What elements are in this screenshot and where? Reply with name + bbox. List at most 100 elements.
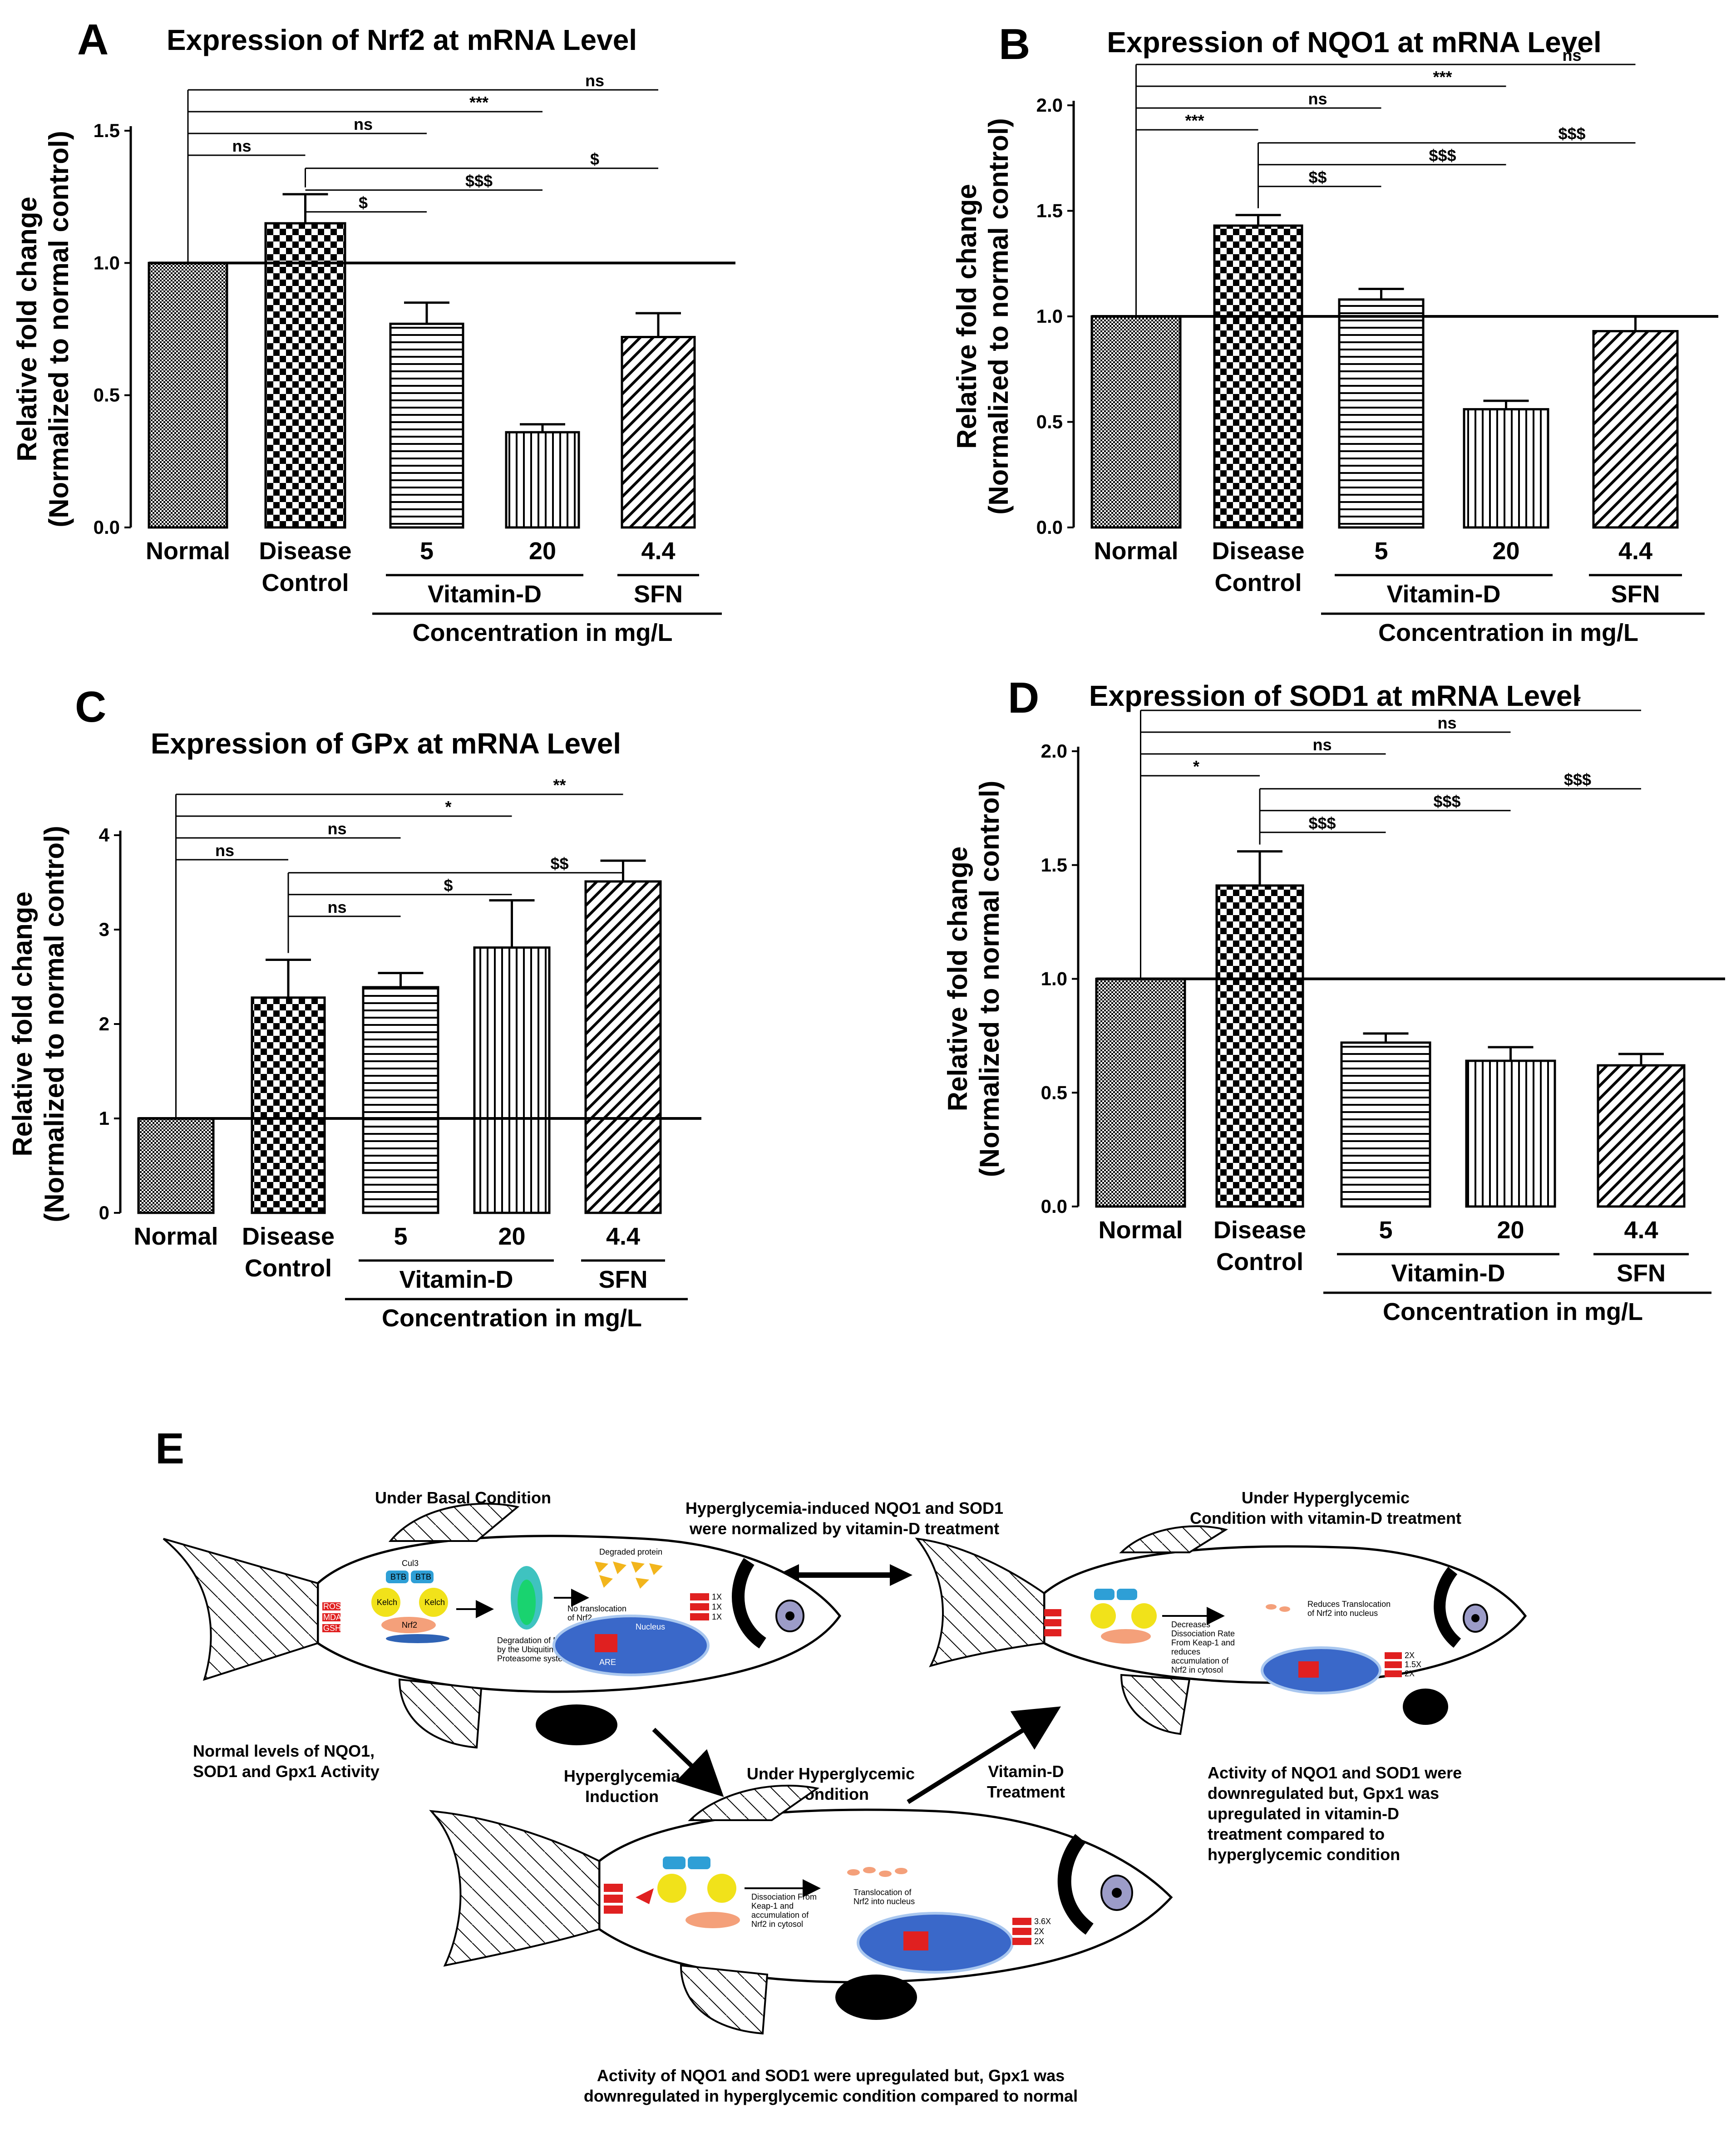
bar-a-3 (505, 431, 580, 529)
y-axis-title-a: Relative fold change (12, 197, 42, 461)
y-tick-label-a: 0.0 (94, 517, 120, 538)
x-label-a-4: 4.4 (641, 537, 675, 565)
group-label-sfn-c: SFN (599, 1266, 648, 1293)
fish-hyperglycemic: Under Hyperglycemic Condition Dissociati… (429, 1764, 1173, 2105)
vitd-title-1: Under Hyperglycemic (1242, 1488, 1410, 1507)
vitd-fold-gpx1: 2X (1405, 1669, 1415, 1678)
basal-caption-1: Normal levels of NQO1, (193, 1742, 375, 1760)
kelch-label: Kelch (424, 1598, 445, 1607)
chart-title-d: Expression of SOD1 at mRNA Level (1089, 680, 1580, 712)
sig-label-a: ns (354, 115, 373, 133)
sig-label-b: $$$ (1429, 146, 1456, 165)
x-label-a-2: 5 (420, 537, 434, 565)
basal-title: Under Basal Condition (375, 1488, 551, 1507)
y-axis-subtitle-d: (Normalized to normal control) (974, 781, 1005, 1177)
marker-gsh: GSH (323, 1624, 341, 1633)
induction-2: Induction (585, 1787, 659, 1806)
sig-label-d: ns (1312, 735, 1332, 754)
bar-d-1 (1215, 884, 1304, 1208)
sig-label-d: ns (1437, 714, 1456, 732)
y-axis-subtitle-b: (Normalized to normal control) (983, 118, 1014, 514)
x-label-d-0: Normal (1098, 1216, 1183, 1244)
x-label-c-1: Control (245, 1255, 332, 1282)
hyper-fold-sod1: 2X (1034, 1927, 1044, 1936)
vitd-caption-5: hyperglycemic condition (1208, 1845, 1400, 1864)
sig-label-b: ns (1562, 46, 1581, 64)
x-label-b-3: 20 (1492, 537, 1519, 565)
vitd-dissociation-1: Decreases (1171, 1620, 1210, 1629)
no-translocation-1: No translocation (567, 1604, 626, 1613)
sig-label-b: *** (1185, 111, 1204, 130)
y-axis-subtitle-a: (Normalized to normal control) (44, 131, 74, 527)
vitd-dissociation-6: Nrf2 in cytosol (1171, 1665, 1223, 1674)
group-label-sfn-d: SFN (1617, 1260, 1666, 1287)
vitd-caption-4: treatment compared to (1208, 1825, 1385, 1843)
proteasome-icon (511, 1566, 542, 1630)
bar-c-1 (251, 996, 326, 1214)
bar-d-2 (1340, 1041, 1431, 1208)
y-tick-label-a: 1.5 (94, 120, 120, 141)
bar-c-0 (137, 1117, 215, 1214)
hyper-caption-1: Activity of NQO1 and SOD1 were upregulat… (597, 2066, 1065, 2085)
x-label-d-1: Disease (1213, 1216, 1306, 1244)
group-label-conc-b: Concentration in mg/L (1378, 619, 1638, 646)
vitd-title-2: Condition with vitamin-D treatment (1190, 1509, 1461, 1527)
hyper-fold-gpx1: 2X (1034, 1937, 1044, 1946)
sig-label-d: * (1193, 757, 1199, 776)
hyper-translocation-1: Translocation of (853, 1888, 912, 1897)
induction-1: Hyperglycemia (564, 1767, 681, 1785)
vitd-translocation-2: of Nrf2 into nucleus (1307, 1609, 1378, 1618)
bar-d-4 (1597, 1064, 1686, 1208)
are-label: ARE (599, 1658, 616, 1667)
group-label-sfn-b: SFN (1611, 581, 1660, 608)
group-label-vitd-a: Vitamin-D (428, 581, 542, 608)
sig-label-c: $$ (550, 854, 568, 873)
y-tick-label-b: 0.0 (1036, 517, 1063, 538)
y-axis-title-b: Relative fold change (952, 184, 982, 448)
sig-label-b: $$ (1308, 168, 1327, 187)
hyper-title-1: Under Hyperglycemic (747, 1764, 915, 1783)
bar-a-4 (621, 335, 696, 529)
x-label-d-2: 5 (1379, 1216, 1392, 1244)
bar-b-0 (1090, 315, 1182, 529)
vitd-fold-nqo1: 2X (1405, 1651, 1415, 1660)
mechanism-diagram: E Hyperglycemia-induced NQO1 and SOD1 we… (155, 1424, 1527, 2105)
y-tick-label-d: 1.5 (1041, 854, 1067, 876)
y-tick-label-a: 0.5 (94, 384, 120, 406)
y-tick-label-b: 0.5 (1036, 411, 1063, 433)
x-label-a-3: 20 (529, 537, 556, 565)
bar-c-4 (584, 880, 662, 1214)
vitd-dissociation-2: Dissociation Rate (1171, 1629, 1235, 1638)
sig-label-a: ns (585, 71, 604, 90)
marker-ros: ROS (323, 1602, 341, 1611)
basal-fold-sod1: 1X (712, 1602, 722, 1611)
fish-basal: Under Basal Condition ROS MDA GSH BTB BT… (163, 1488, 842, 1781)
vitd-caption-1: Activity of NQO1 and SOD1 were (1208, 1763, 1462, 1782)
y-tick-label-c: 4 (99, 824, 110, 846)
panel-label-d: D (1008, 674, 1039, 722)
x-label-b-2: 5 (1374, 537, 1388, 565)
panel-label-e: E (155, 1424, 184, 1473)
bar-b-2 (1338, 298, 1425, 529)
y-tick-label-b: 2.0 (1036, 94, 1063, 116)
bar-c-3 (473, 946, 551, 1214)
x-label-c-4: 4.4 (606, 1223, 640, 1250)
bar-c-2 (362, 986, 439, 1214)
sig-label-c: $ (444, 876, 453, 895)
sig-label-b: $$$ (1558, 124, 1585, 143)
y-tick-label-c: 0 (99, 1202, 109, 1223)
bar-a-1 (264, 222, 346, 529)
group-label-sfn-a: SFN (634, 581, 683, 608)
vitd-caption-2: downregulated but, Gpx1 was (1208, 1784, 1439, 1802)
sig-label-c: ** (553, 776, 566, 794)
nucleus-label: Nucleus (636, 1622, 665, 1631)
sig-label-c: ns (327, 898, 346, 916)
group-label-vitd-c: Vitamin-D (399, 1266, 513, 1293)
hyper-caption-2: downregulated in hyperglycemic condition… (584, 2087, 1078, 2105)
hyper-translocation-2: Nrf2 into nucleus (853, 1897, 915, 1906)
sig-label-b: *** (1433, 68, 1452, 86)
chart-title-c: Expression of GPx at mRNA Level (151, 727, 621, 760)
x-label-c-2: 5 (394, 1223, 407, 1250)
no-translocation-2: of Nrf2 (567, 1613, 592, 1622)
